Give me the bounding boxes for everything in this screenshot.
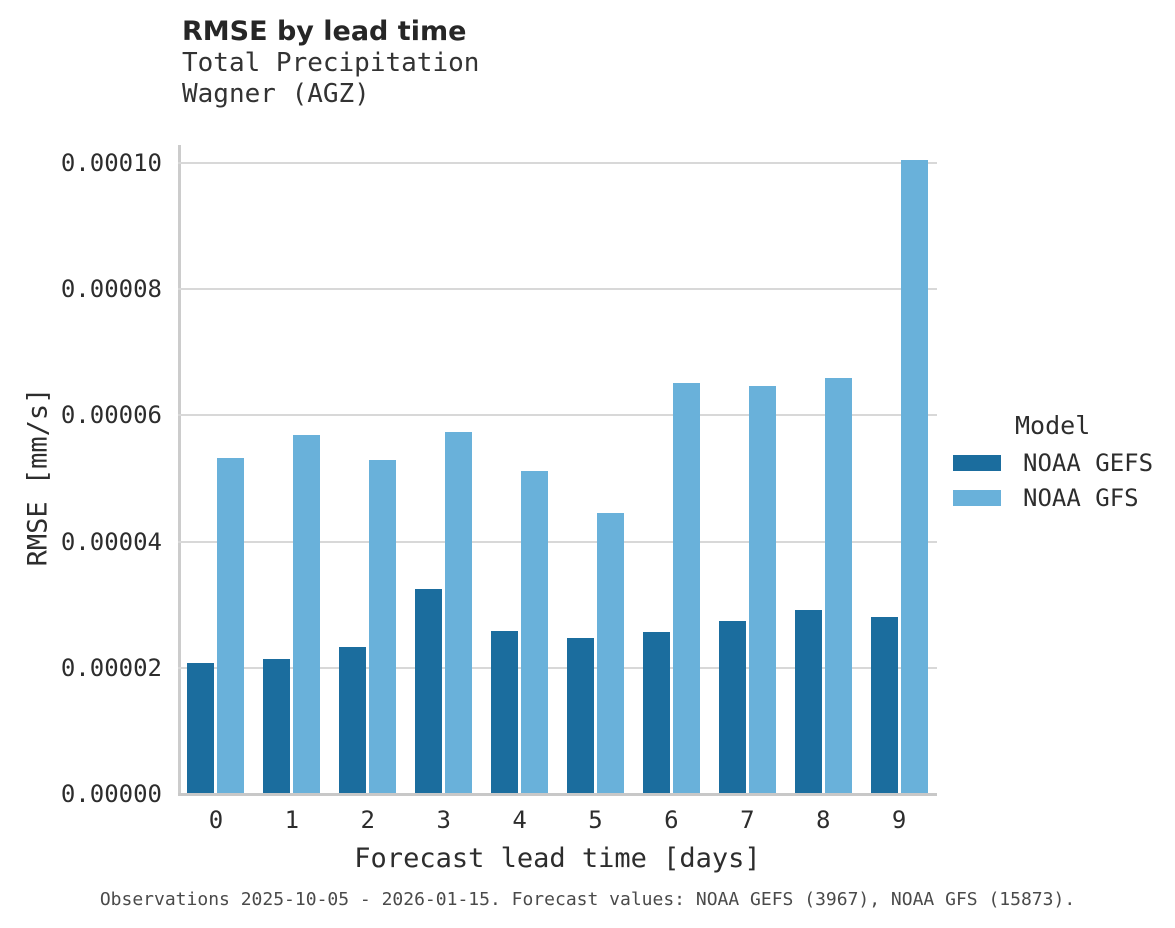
x-tick-label-0: 0 [208, 806, 224, 834]
y-tick-label-0.00008: 0.00008 [60, 275, 162, 304]
bar-noaa-gefs-day-5 [566, 637, 594, 794]
legend: Model NOAA GEFS NOAA GFS [953, 411, 1154, 512]
x-tick-label-4: 4 [512, 806, 527, 834]
chart-title: RMSE by lead time [182, 16, 467, 47]
bar-group-day-2 [330, 145, 406, 794]
bar-noaa-gfs-day-8 [824, 378, 852, 794]
x-tick-label-9: 9 [891, 806, 907, 834]
bar-series-container [178, 145, 937, 794]
x-tick-labels: 0 1 2 3 4 5 6 7 8 9 [178, 806, 937, 834]
gridline-0.00008 [178, 288, 937, 291]
plot-area [178, 145, 937, 796]
chart-header: RMSE by lead time Total Precipitation Wa… [182, 16, 479, 110]
figure-caption: Observations 2025-10-05 - 2026-01-15. Fo… [99, 889, 1076, 910]
bar-noaa-gefs-day-1 [263, 658, 291, 794]
bar-noaa-gfs-day-4 [521, 470, 549, 794]
bar-group-day-4 [482, 145, 558, 794]
legend-swatch-noaa-gefs [953, 454, 1001, 471]
x-tick-label-6: 6 [664, 806, 679, 834]
y-tick-label-0.00002: 0.00002 [60, 653, 162, 682]
chart-subtitle-station: Wagner (AGZ) [182, 79, 370, 109]
x-axis-spine [178, 793, 937, 796]
x-tick-label-7: 7 [740, 806, 755, 834]
bar-noaa-gfs-day-0 [217, 458, 245, 794]
bar-group-day-3 [406, 145, 482, 794]
bar-noaa-gfs-day-5 [596, 513, 624, 794]
chart-subtitle-variable: Total Precipitation [182, 48, 480, 78]
bar-noaa-gefs-day-2 [339, 646, 367, 794]
x-tick-label-1: 1 [284, 806, 300, 834]
bar-noaa-gefs-day-8 [794, 609, 822, 794]
bar-noaa-gfs-day-6 [672, 382, 700, 794]
legend-entry-noaa-gefs: NOAA GEFS [953, 448, 1154, 477]
bar-noaa-gfs-day-7 [748, 386, 776, 794]
bar-group-day-9 [861, 145, 937, 794]
x-tick-label-3: 3 [436, 806, 451, 834]
bar-noaa-gefs-day-6 [642, 631, 670, 794]
gridline-0.00002 [178, 666, 937, 669]
bar-noaa-gfs-day-3 [445, 432, 473, 794]
y-tick-label-0.00004: 0.00004 [60, 527, 162, 556]
bar-group-day-7 [709, 145, 785, 794]
bar-group-day-1 [254, 145, 330, 794]
x-tick-label-5: 5 [588, 806, 603, 834]
legend-swatch-noaa-gfs [953, 489, 1001, 506]
y-tick-label-0.00010: 0.00010 [60, 148, 162, 177]
x-tick-label-8: 8 [815, 806, 831, 834]
bar-noaa-gefs-day-3 [415, 588, 443, 794]
x-axis-label: Forecast lead time [days] [354, 843, 761, 874]
bar-group-day-0 [178, 145, 254, 794]
bar-noaa-gfs-day-1 [293, 434, 321, 794]
gridline-0.00010 [178, 161, 937, 164]
bar-noaa-gefs-day-4 [491, 631, 519, 794]
gridline-0.00004 [178, 540, 937, 543]
legend-title: Model [1015, 411, 1091, 440]
bar-noaa-gfs-day-9 [900, 159, 928, 794]
y-tick-label-0.00000: 0.00000 [60, 780, 162, 808]
bar-noaa-gefs-day-9 [870, 616, 898, 794]
y-tick-label-0.00006: 0.00006 [60, 401, 162, 430]
x-tick-label-2: 2 [360, 806, 375, 834]
bar-noaa-gefs-day-7 [718, 621, 746, 794]
legend-label-noaa-gfs: NOAA GFS [1023, 483, 1139, 512]
bar-group-day-8 [785, 145, 861, 794]
y-axis-spine [178, 145, 181, 794]
bar-noaa-gfs-day-2 [369, 459, 397, 794]
bar-noaa-gefs-day-0 [187, 662, 215, 794]
legend-label-noaa-gefs: NOAA GEFS [1023, 448, 1154, 477]
bar-group-day-6 [633, 145, 709, 794]
legend-entry-noaa-gfs: NOAA GFS [953, 483, 1153, 512]
bar-group-day-5 [558, 145, 634, 794]
gridline-0.00006 [178, 414, 937, 417]
